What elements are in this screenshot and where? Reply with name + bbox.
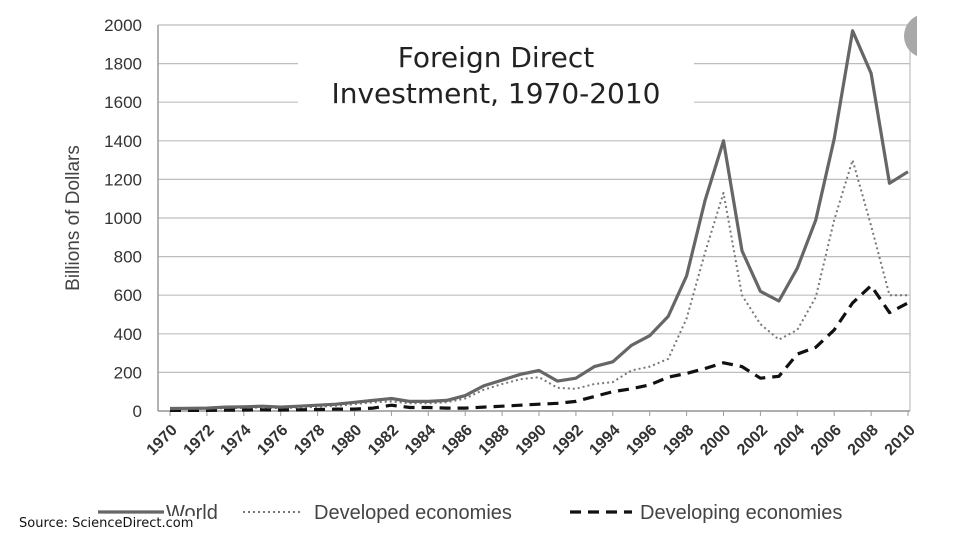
x-tick-1998: 1998 [660, 422, 697, 459]
chart-title-line-2: Investment, 1970-2010 [331, 77, 661, 110]
x-tick-1994: 1994 [586, 422, 623, 459]
y-tick-1800: 1800 [104, 55, 142, 74]
legend: World Developed economies Developing econo… [98, 502, 842, 524]
x-tick-1980: 1980 [328, 422, 365, 459]
x-tick-1982: 1982 [365, 422, 402, 459]
y-tick-600: 600 [114, 286, 142, 305]
series-lines [169, 29, 909, 412]
source-note: Source: ScienceDirect.com [17, 516, 196, 531]
series-line-developed-economies [169, 159, 908, 411]
y-tick-2000: 2000 [104, 16, 142, 35]
y-tick-1200: 1200 [104, 170, 142, 189]
right-margin [917, 0, 960, 540]
chart-title-line-1: Foreign Direct [397, 41, 595, 74]
y-tick-1000: 1000 [104, 209, 142, 228]
x-tick-2004: 2004 [771, 422, 808, 459]
x-tick-1996: 1996 [623, 422, 660, 459]
x-tick-1984: 1984 [402, 422, 439, 459]
x-tick-1992: 1992 [550, 422, 587, 459]
y-tick-200: 200 [114, 363, 142, 382]
x-tick-2006: 2006 [808, 422, 845, 459]
legend-label-developing-economies: Developing economies [640, 502, 842, 524]
y-tick-400: 400 [114, 325, 142, 344]
x-tick-1986: 1986 [439, 422, 476, 459]
series-line-world [169, 29, 909, 411]
legend-label-developed-economies: Developed economies [314, 502, 512, 524]
x-tick-1978: 1978 [291, 422, 328, 459]
x-tick-1990: 1990 [513, 422, 550, 459]
x-tick-labels: 1970 1972 1974 1976 1978 1980 1982 1984 1986 1988… [144, 411, 919, 459]
y-tick-labels: 0 200 400 600 800 1000 1200 1400 1600 1800 2000 [104, 16, 142, 421]
x-tick-2002: 2002 [734, 422, 771, 459]
series-line-developing-economies [170, 284, 909, 412]
x-tick-2000: 2000 [697, 422, 734, 459]
y-tick-800: 800 [114, 248, 142, 267]
x-tick-2008: 2008 [845, 422, 882, 459]
x-tick-1988: 1988 [476, 422, 513, 459]
y-axis-label: Billions of Dollars [63, 145, 84, 291]
x-tick-1976: 1976 [254, 422, 291, 459]
y-tick-0: 0 [133, 402, 142, 421]
x-tick-1974: 1974 [217, 422, 254, 459]
y-tick-1600: 1600 [104, 93, 142, 112]
x-tick-1972: 1972 [181, 422, 218, 459]
x-tick-2010: 2010 [882, 422, 919, 459]
x-tick-1970: 1970 [144, 422, 181, 459]
chart-title: Foreign Direct Investment, 1970-2010 [298, 38, 694, 122]
y-tick-1400: 1400 [104, 132, 142, 151]
